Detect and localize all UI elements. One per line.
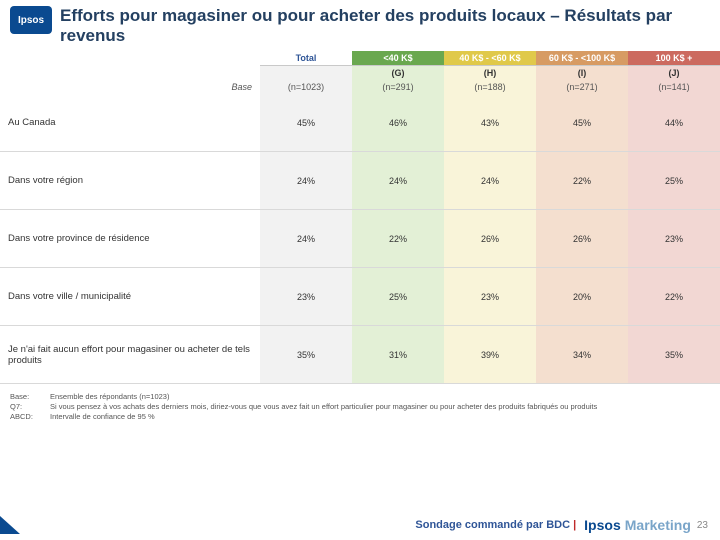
page-number: 23 (697, 520, 708, 531)
cell-value: 45% (536, 94, 628, 152)
cell-value: 25% (628, 152, 720, 210)
cell-value: 26% (536, 210, 628, 268)
cell-value: 35% (628, 326, 720, 384)
bottom-bar: Sondage commandé par BDC | Ipsos Marketi… (0, 516, 720, 534)
table-row: Au Canada45%46%43%45%44% (0, 94, 720, 152)
table-row: Dans votre région24%24%24%22%25% (0, 152, 720, 210)
cell-value: 23% (260, 268, 352, 326)
cell-value: 20% (536, 268, 628, 326)
row-label: Dans votre ville / municipalité (0, 268, 260, 326)
cell-value: 24% (260, 152, 352, 210)
results-table: Total <40 K$ 40 K$ - <60 K$ 60 K$ - <100… (0, 51, 720, 385)
cell-value: 23% (628, 210, 720, 268)
ipsos-logo: Ipsos (10, 6, 52, 34)
table-row: Je n'ai fait aucun effort pour magasiner… (0, 326, 720, 384)
cell-value: 24% (260, 210, 352, 268)
header: Ipsos Efforts pour magasiner ou pour ach… (0, 0, 720, 51)
cell-value: 35% (260, 326, 352, 384)
col-header-i: 60 K$ - <100 K$ (536, 51, 628, 66)
cell-value: 34% (536, 326, 628, 384)
col-header-total: Total (260, 51, 352, 66)
cell-value: 31% (352, 326, 444, 384)
footer-notes: Base:Ensemble des répondants (n=1023) Q7… (0, 384, 720, 421)
cell-value: 23% (444, 268, 536, 326)
table-base-row: Base (n=1023) (n=291) (n=188) (n=271) (n… (0, 80, 720, 94)
col-header-g: <40 K$ (352, 51, 444, 66)
cell-value: 25% (352, 268, 444, 326)
base-label: Base (0, 80, 260, 94)
cell-value: 44% (628, 94, 720, 152)
table-row: Dans votre ville / municipalité23%25%23%… (0, 268, 720, 326)
cell-value: 22% (536, 152, 628, 210)
table-row: Dans votre province de résidence24%22%26… (0, 210, 720, 268)
cell-value: 22% (352, 210, 444, 268)
table-header-row-1: Total <40 K$ 40 K$ - <60 K$ 60 K$ - <100… (0, 51, 720, 66)
group-h: (H) (444, 65, 536, 80)
group-j: (J) (628, 65, 720, 80)
ipsos-marketing-logo: Ipsos Marketing (584, 517, 691, 533)
cell-value: 22% (628, 268, 720, 326)
corner-triangle-icon (0, 516, 20, 534)
col-header-h: 40 K$ - <60 K$ (444, 51, 536, 66)
cell-value: 24% (352, 152, 444, 210)
cell-value: 43% (444, 94, 536, 152)
sondage-label: Sondage commandé par BDC | (415, 519, 576, 531)
group-g: (G) (352, 65, 444, 80)
row-label: Dans votre région (0, 152, 260, 210)
cell-value: 39% (444, 326, 536, 384)
cell-value: 26% (444, 210, 536, 268)
col-header-j: 100 K$ + (628, 51, 720, 66)
cell-value: 24% (444, 152, 536, 210)
group-i: (I) (536, 65, 628, 80)
row-label: Dans votre province de résidence (0, 210, 260, 268)
page-title: Efforts pour magasiner ou pour acheter d… (60, 6, 710, 47)
cell-value: 46% (352, 94, 444, 152)
table-header-row-2: (G) (H) (I) (J) (0, 65, 720, 80)
row-label: Je n'ai fait aucun effort pour magasiner… (0, 326, 260, 384)
row-label: Au Canada (0, 94, 260, 152)
cell-value: 45% (260, 94, 352, 152)
